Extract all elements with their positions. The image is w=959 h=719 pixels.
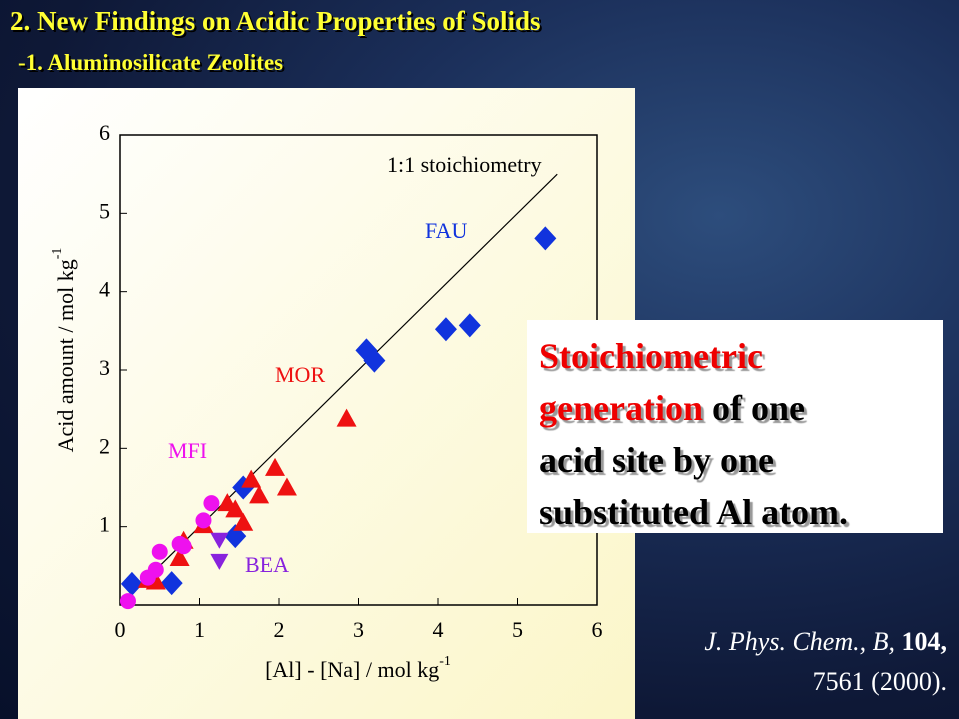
citation-pages: 7561 (2000). <box>812 667 947 696</box>
data-point <box>233 512 254 531</box>
data-point <box>160 571 183 596</box>
x-tick-label: 1 <box>194 617 205 642</box>
series-label: FAU <box>425 218 467 243</box>
x-axis-label: [Al] - [Na] / mol kg-1 <box>265 654 451 682</box>
data-point <box>203 495 220 512</box>
data-point <box>434 317 457 342</box>
data-point <box>241 469 262 488</box>
data-point <box>265 457 286 476</box>
x-tick-label: 0 <box>115 617 126 642</box>
x-axis-label-sup: -1 <box>439 654 451 669</box>
y-tick-label: 2 <box>99 433 110 458</box>
citation: J. Phys. Chem., B, 104, 7561 (2000). <box>704 622 947 702</box>
data-point <box>195 512 212 529</box>
reference-line <box>119 173 558 606</box>
data-point <box>534 226 557 251</box>
y-tick-label: 1 <box>99 512 110 537</box>
data-point <box>120 571 143 596</box>
callout-emphasis: Stoichiometric <box>539 336 763 376</box>
y-tick-label: 5 <box>99 198 110 223</box>
data-point <box>210 532 229 549</box>
data-point <box>210 553 229 570</box>
callout-text: substituted Al atom. <box>539 492 849 532</box>
data-point <box>458 313 481 338</box>
data-point <box>225 499 246 518</box>
callout-text: of one <box>711 388 805 428</box>
data-point <box>119 593 136 610</box>
data-point <box>147 561 164 578</box>
x-tick-label: 5 <box>512 617 523 642</box>
x-tick-label: 4 <box>433 617 444 642</box>
data-point <box>169 548 190 566</box>
callout-emphasis: generation <box>539 388 703 428</box>
x-axis-label-text: [Al] - [Na] / mol kg <box>265 657 439 682</box>
data-point <box>336 408 357 427</box>
y-axis-label-sup: -1 <box>50 248 65 260</box>
data-point <box>276 477 297 496</box>
y-tick-label: 3 <box>99 355 110 380</box>
y-axis-label: Acid amount / mol kg-1 <box>50 248 78 453</box>
data-point <box>151 543 168 560</box>
citation-journal: J. Phys. Chem., B, <box>704 627 895 656</box>
reference-line-label: 1:1 stoichiometry <box>387 152 542 177</box>
callout-text: acid site by one <box>539 440 775 480</box>
data-point <box>249 485 270 504</box>
slide-title: 2. New Findings on Acidic Properties of … <box>10 6 541 36</box>
x-tick-label: 3 <box>353 617 364 642</box>
slide-subtitle: -1. Aluminosilicate Zeolites <box>18 50 284 75</box>
x-tick-label: 2 <box>274 617 285 642</box>
series-label: MFI <box>168 438 207 463</box>
data-point <box>175 538 192 555</box>
y-tick-label: 4 <box>99 277 110 302</box>
x-tick-label: 6 <box>592 617 603 642</box>
y-tick-label: 6 <box>99 120 110 145</box>
data-point <box>363 348 386 373</box>
callout: Stoichiometric generation of one acid si… <box>527 320 943 533</box>
series-label: BEA <box>245 552 289 577</box>
citation-volume: 104, <box>901 627 948 656</box>
series-label: MOR <box>275 362 325 387</box>
y-axis-label-text: Acid amount / mol kg <box>53 259 78 452</box>
